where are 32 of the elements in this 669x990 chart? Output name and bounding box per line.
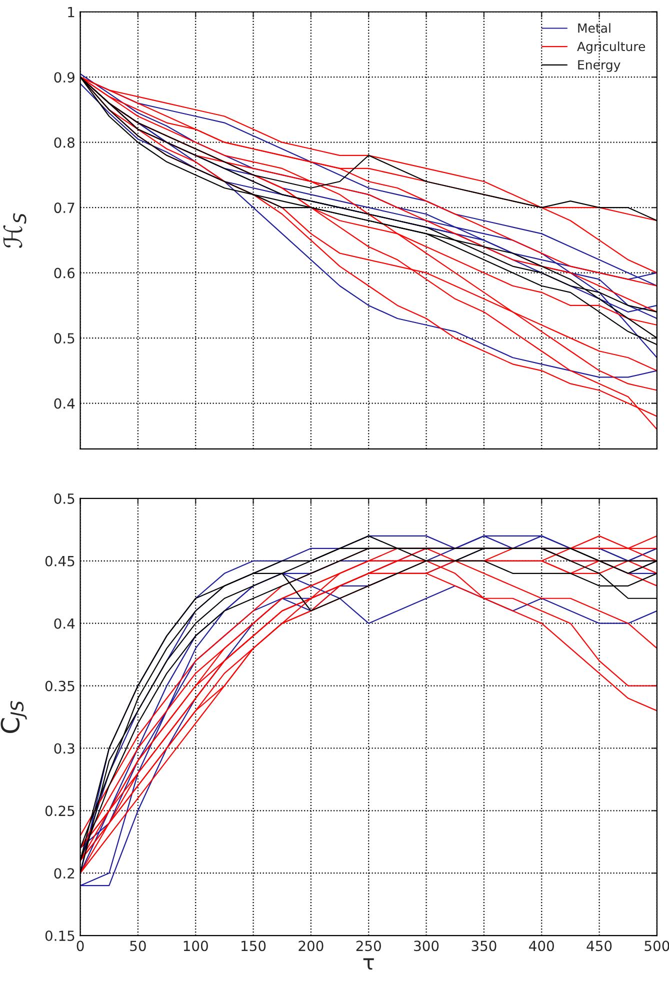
y-axis-title: C$_{JS}$ [0,700,27,733]
y-tick-label: 0.25 [45,806,74,816]
y-tick-label: 0.45 [45,556,74,566]
x-tick-label: 150 [242,940,266,952]
legend-label: Agriculture [577,41,646,54]
y-tick-label: 0.4 [54,398,75,409]
x-tick-label: 500 [644,940,669,952]
y-tick-label: 0.5 [54,333,74,344]
y-tick-label: 0.3 [54,743,74,754]
x-tick-label: 100 [184,940,208,952]
x-tick-label: 300 [414,940,439,952]
x-axis-title: τ [363,958,374,970]
x-tick-label: 350 [472,940,496,952]
x-tick-label: 400 [529,940,554,952]
x-tick-label: 200 [298,940,324,952]
y-tick-label: 0.35 [45,680,74,692]
y-tick-label: 0.4 [54,618,75,629]
legend-label: Metal [578,23,610,33]
y-tick-label: 0.15 [45,930,74,942]
y-tick-label: 1 [68,7,74,18]
y-axis-title: ℋ$_{S}$ [3,213,26,248]
x-tick-label: 50 [130,940,146,952]
y-tick-label: 0.6 [54,268,75,278]
y-tick-label: 0.5 [54,493,74,504]
x-tick-label: 250 [356,940,381,952]
y-tick-label: 0.9 [54,72,74,83]
y-tick-label: 0.8 [54,137,74,148]
y-tick-label: 0.7 [54,202,74,214]
x-tick-label: 0 [76,940,84,952]
x-tick-label: 450 [586,940,612,952]
legend-label: Energy [578,60,620,72]
y-tick-label: 0.2 [54,868,74,879]
